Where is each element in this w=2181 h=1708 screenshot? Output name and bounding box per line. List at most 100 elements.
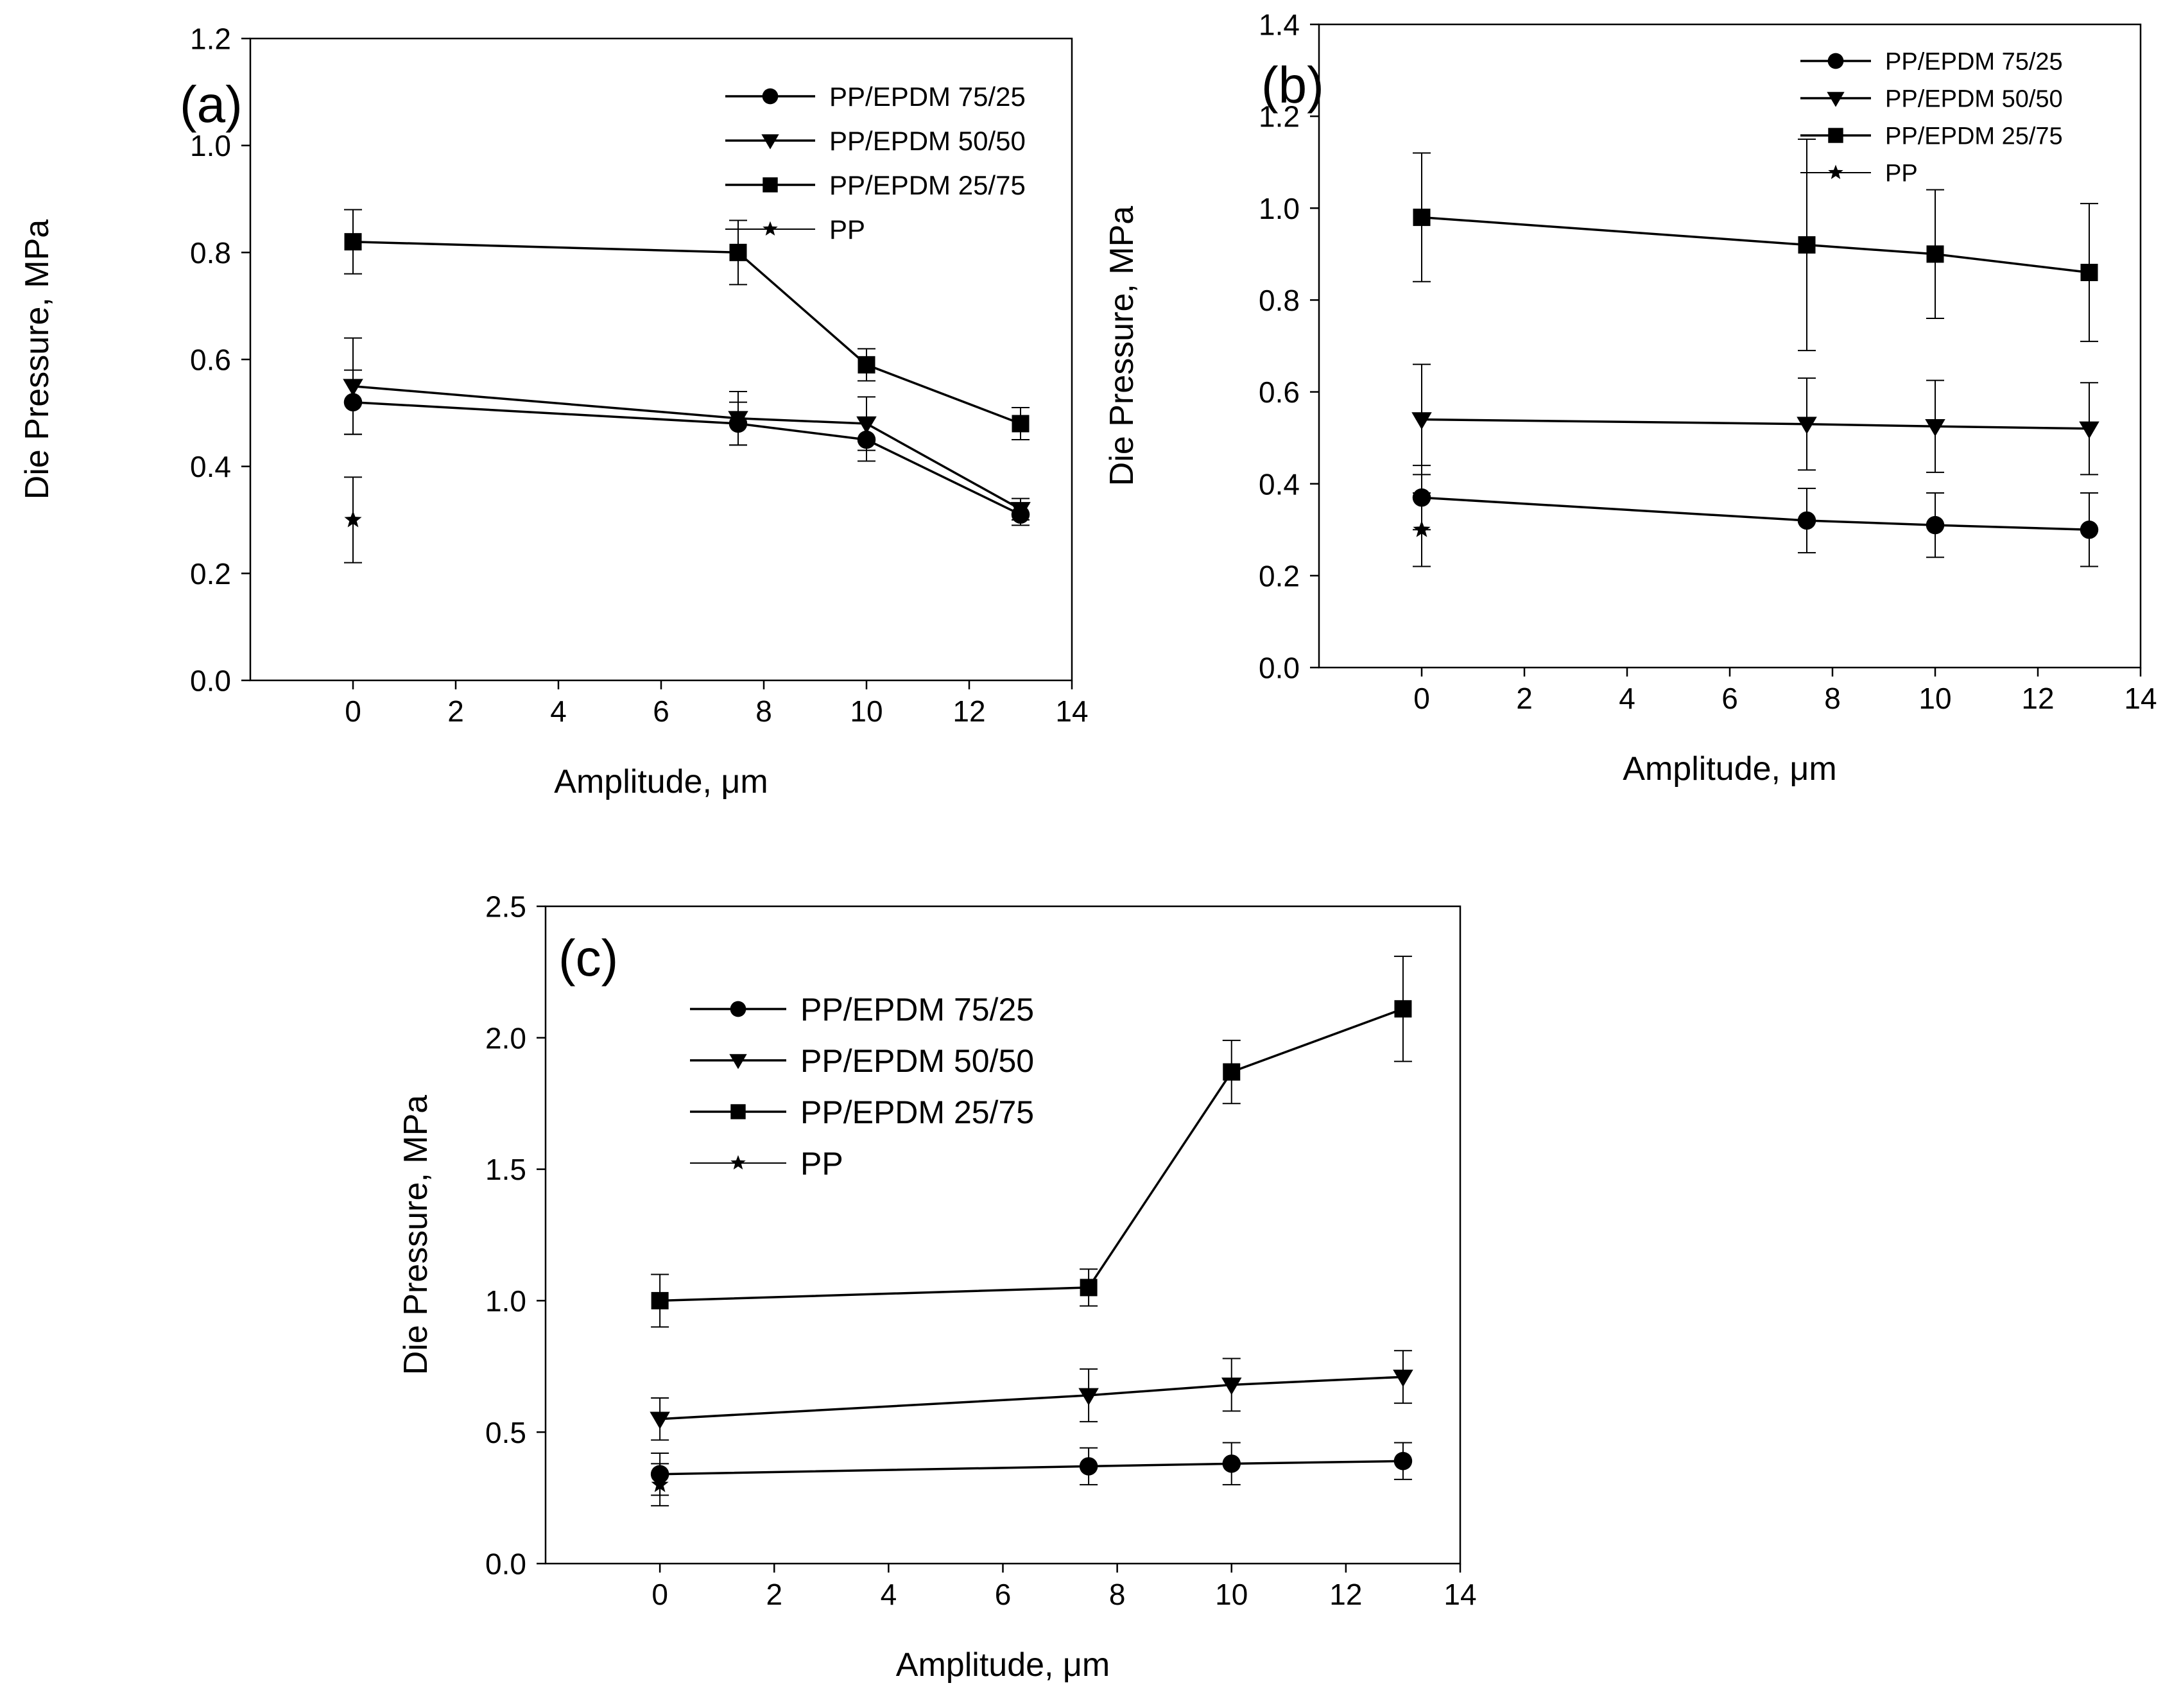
x-tick-label: 8 xyxy=(1824,682,1841,715)
x-tick-label: 6 xyxy=(995,1578,1012,1611)
plot-frame xyxy=(1318,23,2142,669)
series-pp-epdm-25-75 xyxy=(651,955,1412,1328)
data-point-circle xyxy=(2080,521,2099,539)
x-tick-label: 6 xyxy=(653,694,669,728)
y-tick-label: 1.2 xyxy=(190,22,231,56)
legend-marker-square xyxy=(1828,128,1843,143)
data-point-circle xyxy=(1222,1454,1241,1473)
x-tick-label: 2 xyxy=(447,694,464,728)
chart-panel: 0 2 4 6 8 10 12 14 0.0 0.2 0.4 0.6 0.8 1.0 1.2 Amplitud… xyxy=(19,22,1089,800)
y-tick-label: 1.5 xyxy=(485,1153,526,1186)
x-tick-label: 12 xyxy=(1329,1578,1362,1611)
x-tick-label: 0 xyxy=(651,1578,668,1611)
legend-label: PP/EPDM 50/50 xyxy=(800,1043,1034,1079)
data-point-triangle-down xyxy=(856,416,877,434)
y-tick-label: 0.2 xyxy=(1259,559,1300,592)
series-pp xyxy=(1413,492,1431,567)
y-tick-label: 0.4 xyxy=(190,450,231,483)
x-axis-title: Amplitude, μm xyxy=(896,1646,1110,1684)
legend-marker-star xyxy=(763,221,778,236)
series-line xyxy=(660,1008,1404,1302)
series-line xyxy=(352,384,1021,510)
series-pp-epdm-50-50 xyxy=(343,337,1031,521)
data-point-square xyxy=(1413,209,1431,227)
chart-panel: 0 2 4 6 8 10 12 14 0.0 0.5 1.0 1.5 2.0 2.5 Amplitude, … xyxy=(397,890,1477,1684)
y-tick-label: 0.4 xyxy=(1259,467,1300,501)
data-point-square xyxy=(1012,415,1030,433)
series-line xyxy=(1421,496,2090,531)
data-point-triangle-down xyxy=(1925,419,1945,436)
series-pp-epdm-25-75 xyxy=(1413,138,2098,352)
data-point-triangle-down xyxy=(1221,1377,1242,1395)
legend-label: PP xyxy=(800,1146,843,1182)
x-tick-label: 2 xyxy=(1516,682,1533,715)
y-tick-label: 0.6 xyxy=(1259,375,1300,409)
y-tick-label: 1.0 xyxy=(1259,192,1300,225)
legend-marker-triangle-down xyxy=(761,134,779,150)
series-pp xyxy=(651,1463,669,1506)
x-axis-title: Amplitude, μm xyxy=(1623,750,1836,788)
data-point-circle xyxy=(1079,1457,1098,1476)
data-point-triangle-down xyxy=(728,411,748,429)
series-pp-epdm-50-50 xyxy=(1411,363,2099,476)
x-tick-label: 10 xyxy=(850,694,883,728)
x-tick-label: 0 xyxy=(1413,682,1430,715)
x-tick-label: 14 xyxy=(1055,694,1088,728)
x-tick-label: 12 xyxy=(2021,682,2054,715)
data-point-square xyxy=(858,356,875,374)
series-line xyxy=(660,1460,1403,1476)
data-point-circle xyxy=(1393,1452,1413,1471)
data-point-square xyxy=(344,233,362,251)
data-point-square xyxy=(729,243,747,261)
x-tick-label: 6 xyxy=(1721,682,1738,715)
series-line xyxy=(660,1376,1403,1420)
data-point-triangle-down xyxy=(1393,1369,1413,1387)
x-tick-label: 14 xyxy=(2124,682,2157,715)
x-tick-label: 0 xyxy=(345,694,361,728)
series-line xyxy=(352,240,1021,425)
legend-label: PP/EPDM 25/75 xyxy=(1885,123,2063,150)
data-point-square xyxy=(1798,236,1816,254)
series-pp-epdm-75-25 xyxy=(1412,465,2099,567)
x-tick-label: 12 xyxy=(953,694,985,728)
data-point-circle xyxy=(1797,511,1816,530)
data-point-circle xyxy=(1926,515,1945,535)
legend-marker-triangle-down xyxy=(729,1054,747,1069)
legend-label: PP/EPDM 75/25 xyxy=(1885,49,2063,76)
y-tick-label: 1.0 xyxy=(190,129,231,162)
data-point-star xyxy=(1413,521,1431,537)
series-pp xyxy=(344,476,362,564)
y-tick-label: 1.0 xyxy=(485,1284,526,1318)
y-tick-label: 0.8 xyxy=(190,236,231,270)
y-tick-label: 1.4 xyxy=(1259,8,1300,42)
panel-label: (a) xyxy=(180,76,243,133)
legend-marker-circle xyxy=(1827,53,1844,69)
y-tick-label: 0.6 xyxy=(190,343,231,377)
y-axis-title: Die Pressure, MPa xyxy=(1103,206,1141,486)
x-tick-label: 8 xyxy=(1109,1578,1126,1611)
data-point-star xyxy=(344,510,362,528)
data-point-triangle-down xyxy=(343,379,363,397)
legend-marker-square xyxy=(763,177,778,193)
series-line xyxy=(352,401,1021,516)
y-tick-label: 0.2 xyxy=(190,557,231,591)
legend-label: PP/EPDM 25/75 xyxy=(800,1094,1034,1130)
y-tick-label: 0.0 xyxy=(485,1548,526,1581)
data-point-star xyxy=(651,1475,669,1492)
series-line xyxy=(1421,216,2090,274)
legend-label: PP xyxy=(1885,160,1918,187)
legend-label: PP/EPDM 50/50 xyxy=(1885,86,2063,113)
panel-label: (c) xyxy=(558,929,618,987)
y-axis-title: Die Pressure, MPa xyxy=(19,220,56,499)
series-line xyxy=(1421,418,2090,430)
x-tick-label: 10 xyxy=(1918,682,1951,715)
x-tick-label: 4 xyxy=(1619,682,1635,715)
y-tick-label: 0.5 xyxy=(485,1416,526,1449)
data-point-triangle-down xyxy=(1797,417,1817,435)
data-point-square xyxy=(1394,1000,1412,1018)
x-tick-label: 8 xyxy=(755,694,772,728)
y-tick-label: 2.5 xyxy=(485,890,526,924)
series-pp-epdm-25-75 xyxy=(344,209,1030,440)
x-tick-label: 4 xyxy=(550,694,567,728)
